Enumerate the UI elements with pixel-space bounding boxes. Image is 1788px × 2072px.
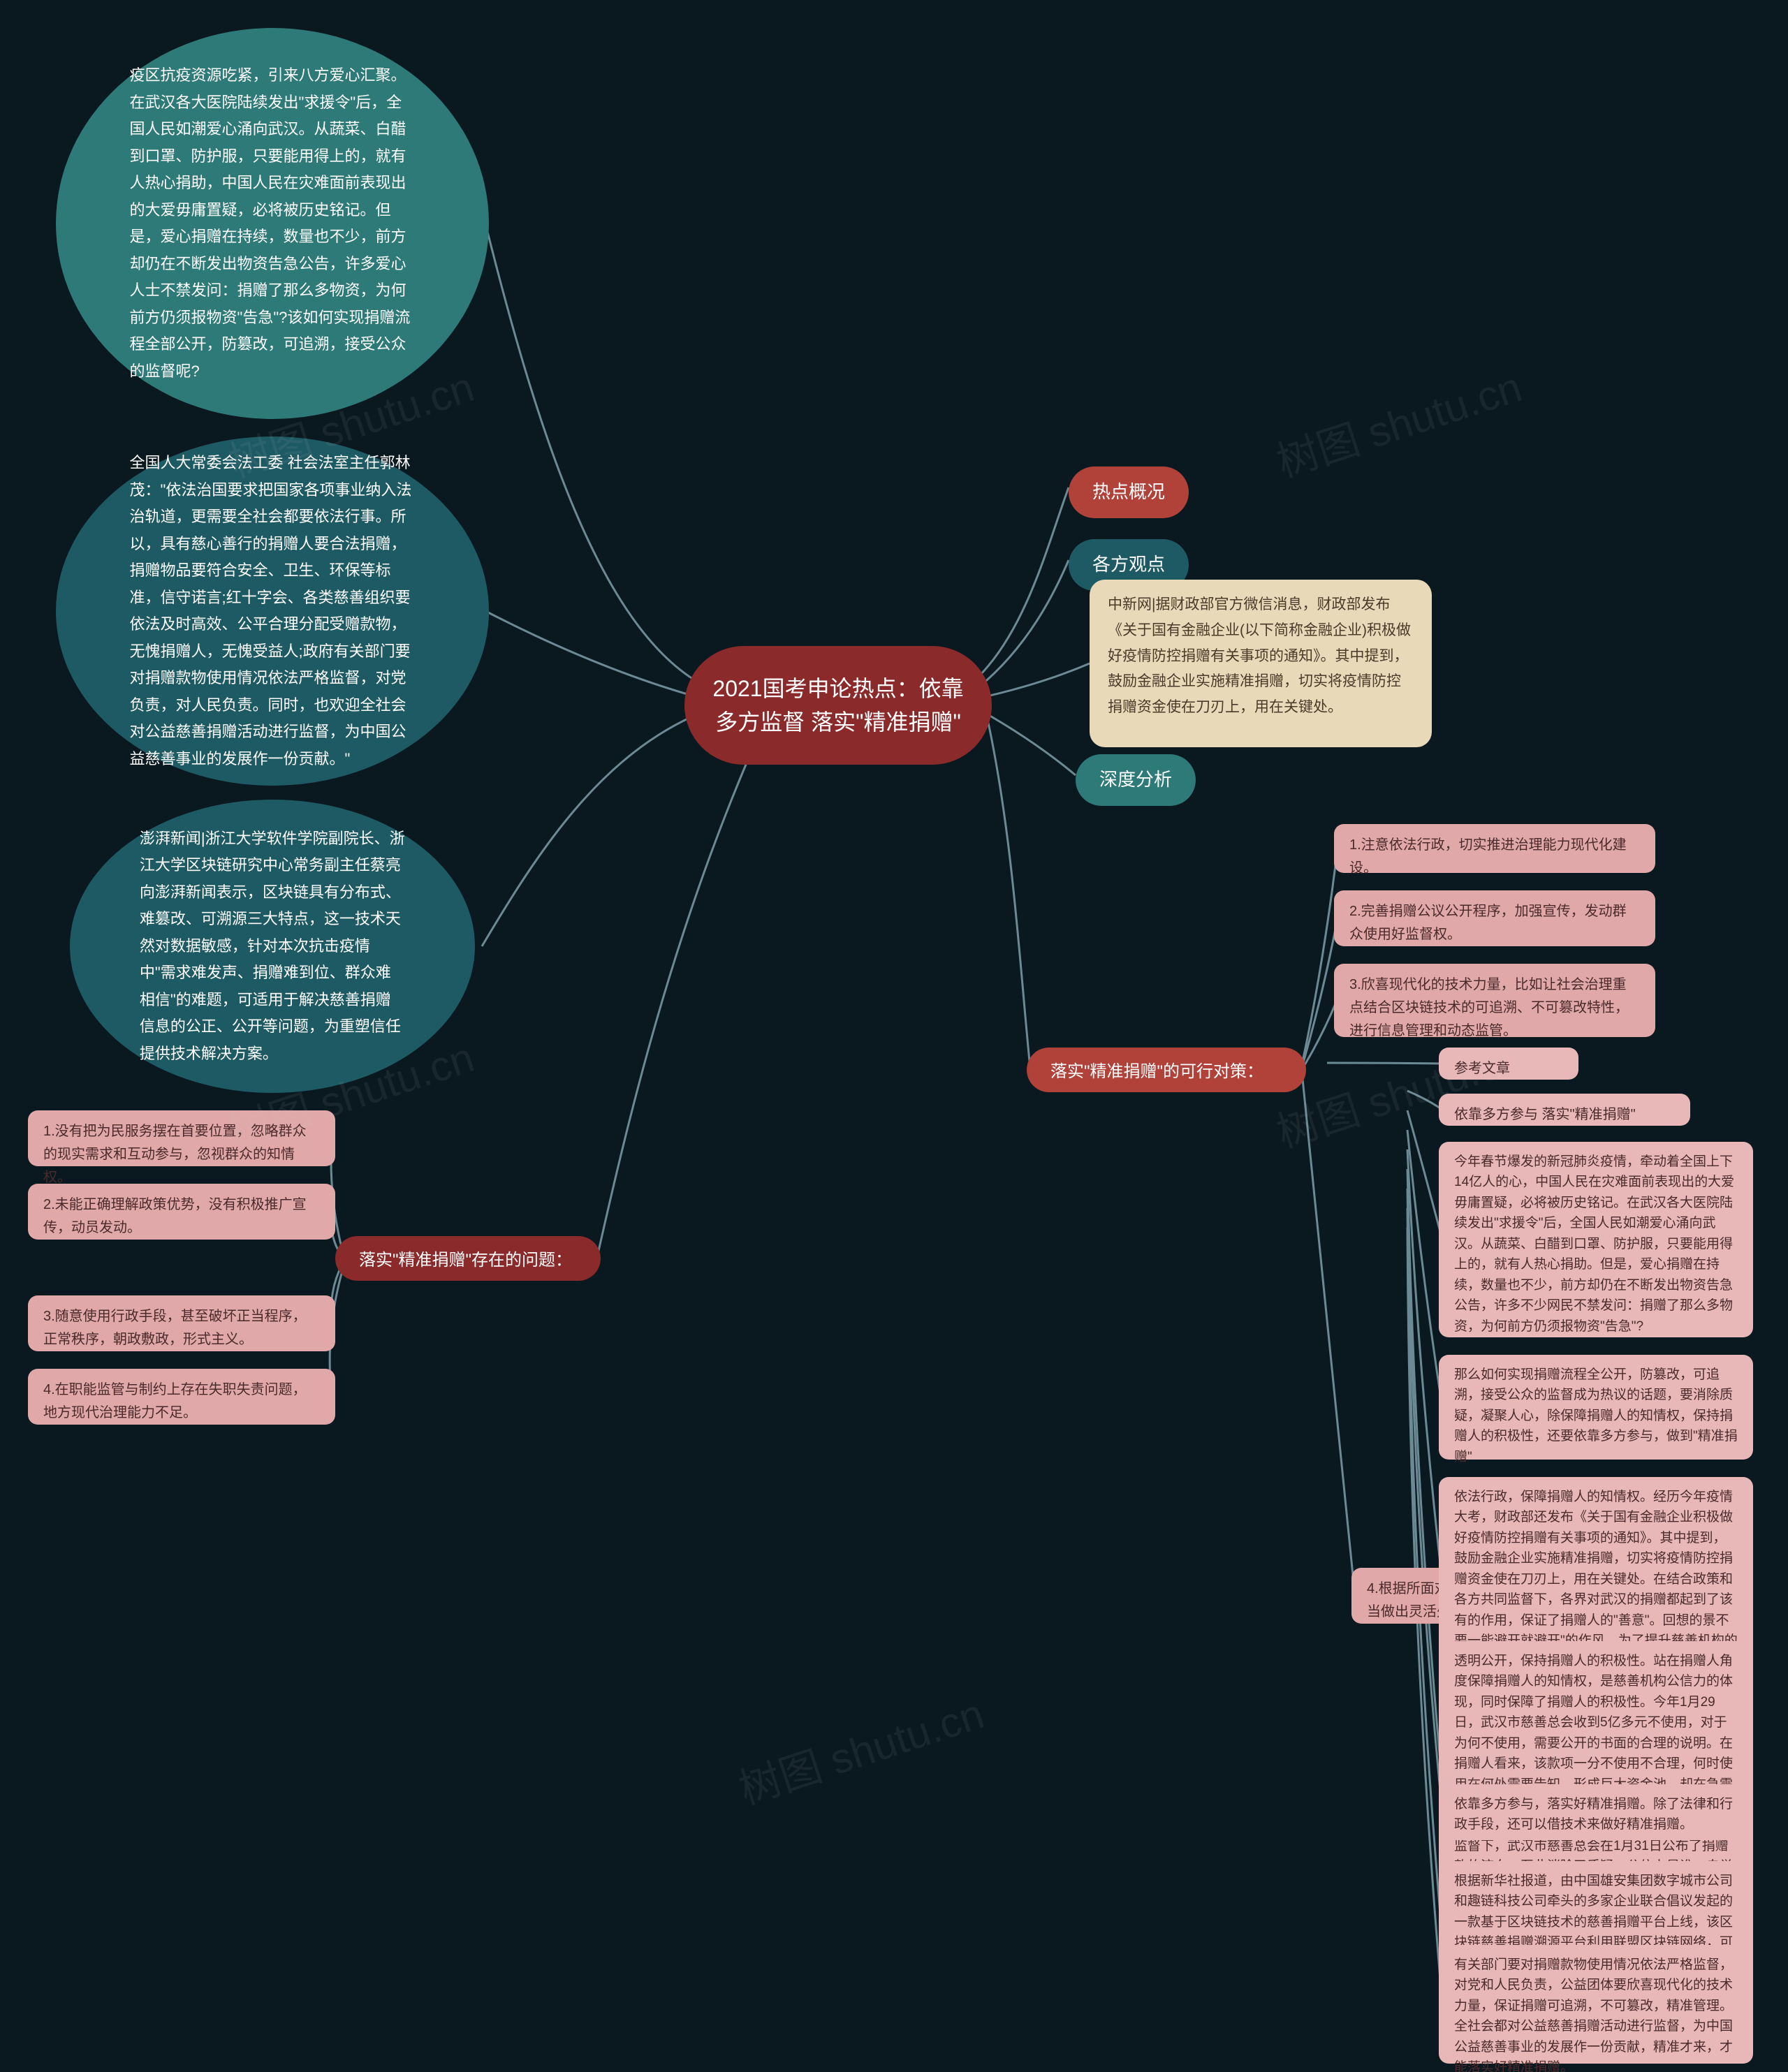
- edge: [1327, 1063, 1442, 1064]
- edge: [482, 712, 702, 946]
- watermark: 树图 shutu.cn: [730, 1680, 990, 1816]
- section-pill: 深度分析: [1076, 754, 1196, 806]
- bubble-text: 澎湃新闻|浙江大学软件学院副院长、浙江大学区块链研究中心常务副主任蔡亮向澎湃新闻…: [140, 825, 405, 1068]
- article-header: 参考文章: [1439, 1048, 1578, 1080]
- edge: [978, 560, 1069, 688]
- article-para: 那么如何实现捐赠流程全公开，防篡改，可追溯，接受公众的监督成为热议的话题，要消除…: [1439, 1355, 1753, 1460]
- section-pill: 热点概况: [1069, 466, 1189, 518]
- context-bubble: 澎湃新闻|浙江大学软件学院副院长、浙江大学区块链研究中心常务副主任蔡亮向澎湃新闻…: [70, 800, 475, 1093]
- problem-item: 3.随意使用行政手段，甚至破坏正当程序，正常秩序，朝政敷政，形式主义。: [28, 1295, 335, 1351]
- counter-item: 1.注意依法行政，切实推进治理能力现代化建设。: [1334, 824, 1655, 873]
- edge: [485, 223, 702, 684]
- context-bubble: 全国人大常委会法工委 社会法室主任郭林茂："依法治国要求把国家各项事业纳入法治轨…: [56, 436, 489, 786]
- edge: [485, 611, 702, 698]
- problem-title: 落实"精准捐赠"存在的问题：: [335, 1236, 601, 1281]
- counter-item: 3.欣喜现代化的技术力量，比如让社会治理重点结合区块链技术的可追溯、不可篡改特性…: [1334, 964, 1655, 1037]
- counter-title: 落实"精准捐赠"的可行对策：: [1027, 1048, 1306, 1092]
- edge: [1303, 999, 1338, 1068]
- bubble-text: 疫区抗疫资源吃紧，引来八方爱心汇聚。在武汉各大医院陆续发出"求援令"后，全国人民…: [130, 62, 416, 385]
- article-para: 今年春节爆发的新冠肺炎疫情，牵动着全国上下14亿人的心，中国人民在灾难面前表现出…: [1439, 1142, 1753, 1337]
- edge: [978, 709, 1076, 775]
- article-para: 有关部门要对捐赠款物使用情况依法严格监督，对党和人民负责，公益团体要欣喜现代化的…: [1439, 1945, 1753, 2064]
- edge: [1407, 1149, 1442, 1582]
- edge: [1407, 1091, 1442, 1110]
- watermark: 树图 shutu.cn: [1268, 1024, 1528, 1160]
- policy-quote: 中新网|据财政部官方微信消息，财政部发布《关于国有金融企业(以下简称金融企业)积…: [1090, 580, 1432, 747]
- edge: [978, 487, 1069, 677]
- problem-item: 4.在职能监管与制约上存在失职失责问题，地方现代治理能力不足。: [28, 1369, 335, 1425]
- edge: [1407, 1110, 1442, 1240]
- watermark: 树图 shutu.cn: [1268, 353, 1528, 490]
- problem-item: 1.没有把为民服务摆在首要位置，忽略群众的现实需求和互动参与，忽视群众的知情权。: [28, 1110, 335, 1166]
- context-bubble: 疫区抗疫资源吃紧，引来八方爱心汇聚。在武汉各大医院陆续发出"求援令"后，全国人民…: [56, 28, 489, 419]
- edge: [978, 663, 1090, 698]
- edge: [1407, 1169, 1442, 1784]
- edge: [1303, 1079, 1355, 1596]
- bubble-text: 全国人大常委会法工委 社会法室主任郭林茂："依法治国要求把国家各项事业纳入法治轨…: [130, 450, 416, 772]
- edge: [597, 761, 747, 1257]
- article-header: 依靠多方参与 落实"精准捐赠": [1439, 1094, 1690, 1126]
- edge: [1303, 918, 1338, 1065]
- edge: [1407, 1189, 1442, 1812]
- center-topic: 2021国考申论热点：依靠多方监督 落实"精准捐赠": [684, 646, 992, 765]
- problem-item: 2.未能正确理解政策优势，没有积极推广宣传，动员发动。: [28, 1184, 335, 1240]
- edge: [1407, 1130, 1442, 1407]
- edge: [988, 723, 1030, 1068]
- article-para: 依靠多方参与，落实好精准捐赠。除了法律和行政手段，还可以借技术来做好精准捐赠。: [1439, 1784, 1753, 1840]
- edge: [1303, 848, 1338, 1061]
- counter-item: 2.完善捐赠公议公开程序，加强宣传，发动群众使用好监督权。: [1334, 890, 1655, 946]
